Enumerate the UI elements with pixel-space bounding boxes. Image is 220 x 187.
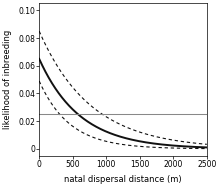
Y-axis label: likelihood of inbreeding: likelihood of inbreeding	[4, 30, 13, 129]
X-axis label: natal dispersal distance (m): natal dispersal distance (m)	[64, 174, 182, 183]
